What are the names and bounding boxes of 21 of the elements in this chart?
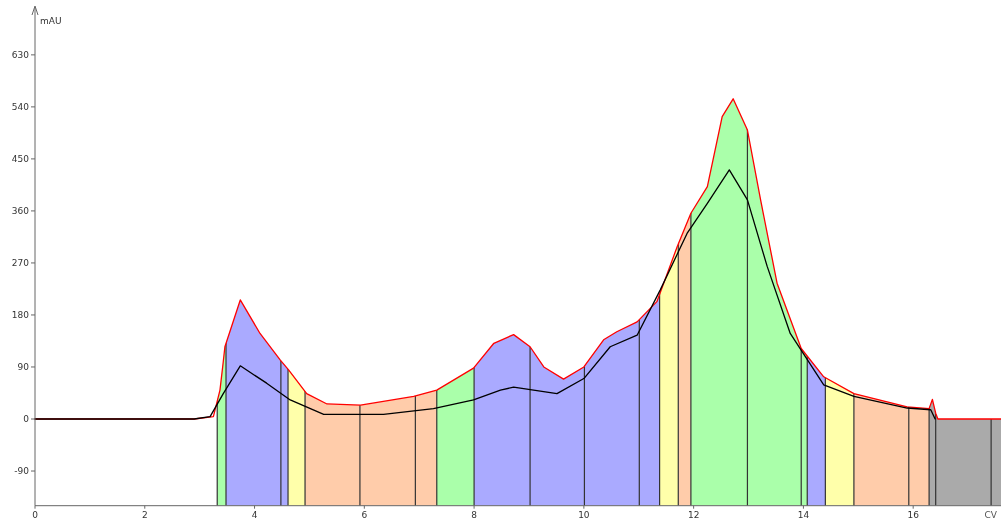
- x-tick-label: 0: [32, 509, 39, 520]
- y-tick-label: 540: [11, 102, 30, 113]
- y-tick-label: 360: [11, 206, 30, 217]
- y-axis-title: mAU: [40, 16, 62, 26]
- x-tick-label: 16: [907, 509, 920, 520]
- x-tick-label: 4: [251, 509, 258, 520]
- x-tick-label: 14: [797, 509, 810, 520]
- y-tick-label: -90: [14, 466, 30, 477]
- line-series: [34, 169, 936, 420]
- x-tick-label: 8: [471, 509, 478, 520]
- x-tick-label: 10: [578, 509, 590, 520]
- y-tick-label: 630: [11, 50, 30, 61]
- x-tick-label: 2: [141, 509, 148, 520]
- y-tick-label: 270: [11, 258, 30, 269]
- y-tick-label: 450: [11, 154, 30, 165]
- x-axis-title: CV: [984, 509, 998, 520]
- y-tick-label: 0: [23, 414, 30, 425]
- x-tick-label: 6: [361, 509, 368, 520]
- y-tick-label: 180: [11, 310, 30, 321]
- y-tick-label: 90: [17, 362, 30, 373]
- x-tick-label: 12: [687, 509, 700, 520]
